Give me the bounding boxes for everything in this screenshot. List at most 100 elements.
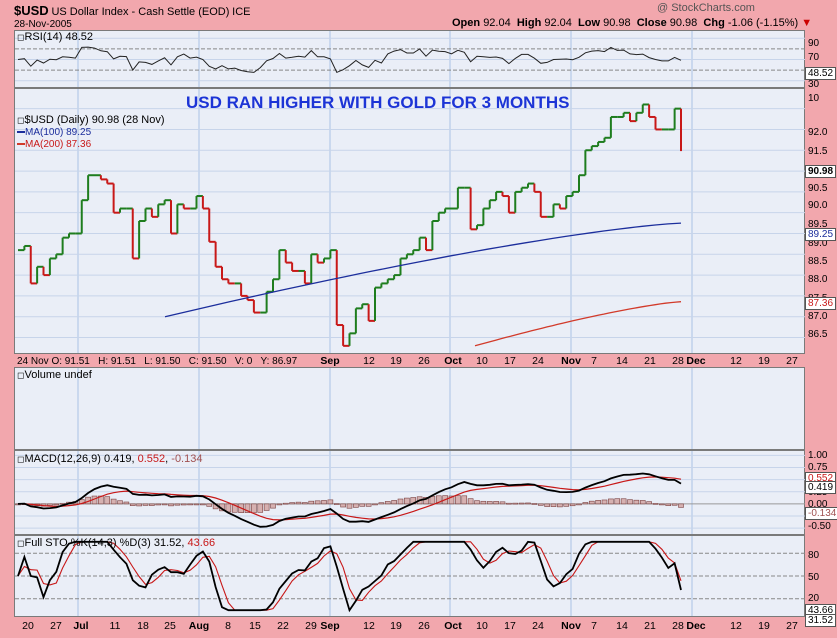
macd-histogram-bar-85 <box>557 503 563 508</box>
bottom-x-label: Aug <box>188 620 210 632</box>
macd-histogram-bar-39 <box>263 503 270 511</box>
bottom-x-label: 10 <box>476 620 488 632</box>
macd-histogram-bar-49 <box>327 499 334 505</box>
price-tick-86-5: 86.5 <box>808 329 828 340</box>
sto-legend: ◻Full STO %K(14,3) %D(3) 31.52, 43.66 <box>17 537 216 549</box>
macd-histogram-bar-34 <box>231 503 238 513</box>
macd-histogram-bar-99 <box>646 501 652 505</box>
rsi-current-box: 48.52 <box>805 67 837 80</box>
macd-histogram-bar-52 <box>346 503 353 509</box>
bottom-x-label: 15 <box>249 620 261 632</box>
macd-legend: ◻MACD(12,26,9) 0.419, 0.552, -0.134 <box>17 453 203 465</box>
sto-k-box: 31.52 <box>805 614 837 627</box>
bottom-x-label: 18 <box>137 620 149 632</box>
macd-tick-075: 0.75 <box>808 462 828 473</box>
macd-histogram-bar-57 <box>378 502 385 505</box>
macd-histogram-bar-82 <box>537 503 544 506</box>
sto-k-line <box>17 540 682 613</box>
ma200-value-box: 87.36 <box>805 297 837 310</box>
macd-histogram-bar-98 <box>639 500 646 505</box>
watermark: @ StockCharts.com <box>657 2 755 14</box>
macd-histogram-bar-76 <box>499 501 506 505</box>
ma200-line <box>474 301 682 347</box>
bottom-x-label: 11 <box>109 620 121 632</box>
macd-histogram-bar-64 <box>423 497 429 505</box>
price-x-label: 19 <box>390 355 402 367</box>
ma100-line <box>164 222 682 318</box>
macd-histogram-bar-15 <box>110 498 117 505</box>
macd-histogram-bar-54 <box>359 503 366 507</box>
macd-signal-line <box>17 476 682 521</box>
macd-histogram-bar-18 <box>129 503 136 506</box>
macd-tick-1: 1.00 <box>808 450 828 461</box>
price-info-line: 24 Nov O: 91.51 H: 91.51 L: 91.50 C: 91.… <box>17 356 298 367</box>
sto-d-line <box>17 541 682 611</box>
macd-histogram-bar-30 <box>206 503 213 507</box>
bottom-x-label: Nov <box>561 620 581 632</box>
bottom-x-label: Jul <box>73 620 89 632</box>
chart-date: 28-Nov-2005 <box>14 19 72 30</box>
macd-histogram-bar-27 <box>187 503 193 506</box>
macd-histogram-bar-26 <box>180 503 187 506</box>
bottom-x-label: Dec <box>686 620 706 632</box>
price-tick-89-5: 89.5 <box>808 219 828 230</box>
macd-histogram-bar-45 <box>302 502 308 505</box>
macd-histogram-bar-20 <box>142 503 149 506</box>
close-value-box: 90.98 <box>805 165 837 178</box>
macd-histogram-bar-65 <box>429 496 436 505</box>
exchange: ICE <box>232 6 251 18</box>
macd-histogram-bar-74 <box>486 501 493 505</box>
macd-histogram-bar-84 <box>550 503 557 507</box>
ma100-legend: MA(100) 89.25 <box>17 127 91 138</box>
price-tick-90: 90.0 <box>808 200 828 211</box>
macd-histogram-bar-50 <box>333 503 340 505</box>
rsi-tick-90: 90 <box>808 38 820 49</box>
macd-histogram-bar-28 <box>193 503 200 506</box>
macd-histogram-bar-77 <box>506 502 512 505</box>
chart-header: $USD US Dollar Index - Cash Settle (EOD)… <box>14 3 805 18</box>
price-x-label: 14 <box>616 355 628 367</box>
macd-histogram-bar-72 <box>474 500 480 505</box>
macd-histogram-bar-60 <box>397 498 404 505</box>
macd-histogram-bar-61 <box>404 497 410 505</box>
macd-histogram-bar-97 <box>633 499 640 505</box>
sto-tick-20: 20 <box>808 593 820 604</box>
instrument-name: US Dollar Index - Cash Settle (EOD) <box>51 6 230 18</box>
macd-histogram-bar-24 <box>168 503 174 507</box>
macd-histogram-bar-91 <box>595 500 601 505</box>
bottom-x-label: 29 <box>305 620 317 632</box>
bottom-x-label: 27 <box>50 620 62 632</box>
macd-histogram-bar-69 <box>455 495 461 505</box>
price-x-label: 21 <box>644 355 656 367</box>
macd-histogram-bar-90 <box>588 500 595 505</box>
macd-histogram-bar-101 <box>659 503 665 506</box>
price-x-label: 28 <box>672 355 684 367</box>
macd-histogram-bar-14 <box>104 496 111 505</box>
macd-histogram-bar-6 <box>53 503 60 506</box>
sto-tick-80: 80 <box>808 550 820 561</box>
macd-histogram-bar-103 <box>671 503 678 506</box>
price-tick-87: 87.0 <box>808 311 828 322</box>
macd-histogram-bar-46 <box>308 500 315 505</box>
macd-histogram-bar-71 <box>467 498 474 505</box>
macd-histogram-bar-95 <box>620 498 627 505</box>
rsi-tick-30: 30 <box>808 79 820 90</box>
price-tick-88: 88.0 <box>808 274 828 285</box>
price-tick-90-5: 90.5 <box>808 183 828 194</box>
macd-line <box>17 472 682 528</box>
price-x-label: 26 <box>418 355 430 367</box>
macd-histogram-bar-104 <box>678 503 684 508</box>
bottom-x-label: 19 <box>390 620 402 632</box>
macd-tick-0: 0.00 <box>808 499 828 510</box>
macd-histogram-bar-55 <box>365 503 372 507</box>
volume-legend: ◻Volume undef <box>17 369 92 381</box>
macd-histogram-bar-94 <box>614 498 621 505</box>
price-tick-91-5: 91.5 <box>808 146 828 157</box>
macd-histogram-bar-89 <box>582 502 589 505</box>
macd-histogram-bar-92 <box>601 499 608 505</box>
ohlc-summary: Open 92.04 High 92.04 Low 90.98 Close 90… <box>452 17 813 29</box>
price-x-label: 19 <box>758 355 770 367</box>
macd-histogram-bar-87 <box>569 503 576 507</box>
macd-histogram-bar-42 <box>282 502 289 505</box>
macd-hist-box: -0.134 <box>805 507 837 520</box>
